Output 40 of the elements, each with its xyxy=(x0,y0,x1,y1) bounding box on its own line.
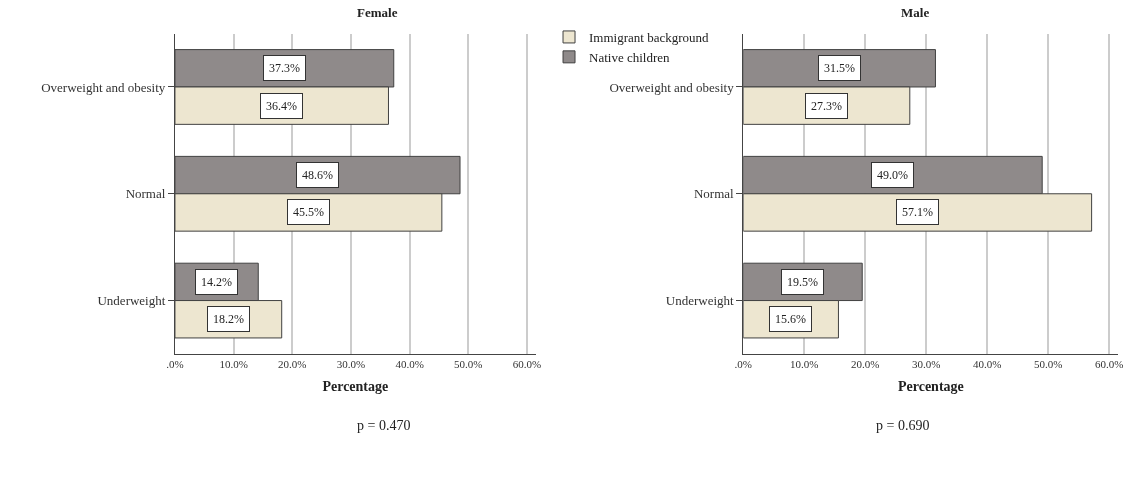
x-axis-title: Percentage xyxy=(897,379,964,395)
y-tick-label: Underweight xyxy=(97,293,166,309)
y-tick-label: Overweight and obesity xyxy=(609,79,735,95)
data-label: 14.2% xyxy=(201,275,232,289)
data-label: 49.0% xyxy=(877,168,908,182)
y-tick-label: Underweight xyxy=(665,293,735,309)
data-label: 48.6% xyxy=(302,168,333,182)
x-tick-label: .0% xyxy=(734,358,752,371)
data-label: 19.5% xyxy=(787,275,818,289)
data-label: 31.5% xyxy=(824,61,855,75)
data-label: 15.6% xyxy=(775,312,806,326)
data-label: 45.5% xyxy=(293,205,324,219)
data-label: 36.4% xyxy=(266,99,297,113)
y-tick-label: Normal xyxy=(693,186,735,202)
y-tick-label: Overweight and obesity xyxy=(41,79,166,95)
data-label: 57.1% xyxy=(902,205,933,219)
x-tick-label: .0% xyxy=(166,358,184,371)
x-tick-label: 40.0% xyxy=(973,358,1002,371)
y-tick-label: Normal xyxy=(125,186,166,202)
legend-label: Immigrant background xyxy=(589,30,710,46)
text: p = 0.690 xyxy=(876,418,930,433)
chart-title: Female xyxy=(357,5,398,20)
x-tick-label: 40.0% xyxy=(395,358,424,371)
x-tick-label: 20.0% xyxy=(278,358,307,371)
x-tick-label: 10.0% xyxy=(790,358,819,371)
x-tick-label: 60.0% xyxy=(512,358,542,371)
x-tick-label: 20.0% xyxy=(851,358,880,371)
x-tick-label: 30.0% xyxy=(336,358,366,371)
data-label: 37.3% xyxy=(269,61,300,75)
data-label: 18.2% xyxy=(213,312,244,326)
data-label: 27.3% xyxy=(811,99,842,113)
text: p = 0.470 xyxy=(357,418,411,433)
legend-label: Native children xyxy=(589,49,671,65)
chart-title: Male xyxy=(901,5,930,20)
x-tick-label: 50.0% xyxy=(1034,358,1063,371)
x-axis-title: Percentage xyxy=(322,379,389,395)
x-tick-label: 30.0% xyxy=(912,358,941,371)
x-tick-label: 60.0% xyxy=(1095,358,1124,371)
x-tick-label: 50.0% xyxy=(454,358,483,371)
x-tick-label: 10.0% xyxy=(219,358,248,371)
